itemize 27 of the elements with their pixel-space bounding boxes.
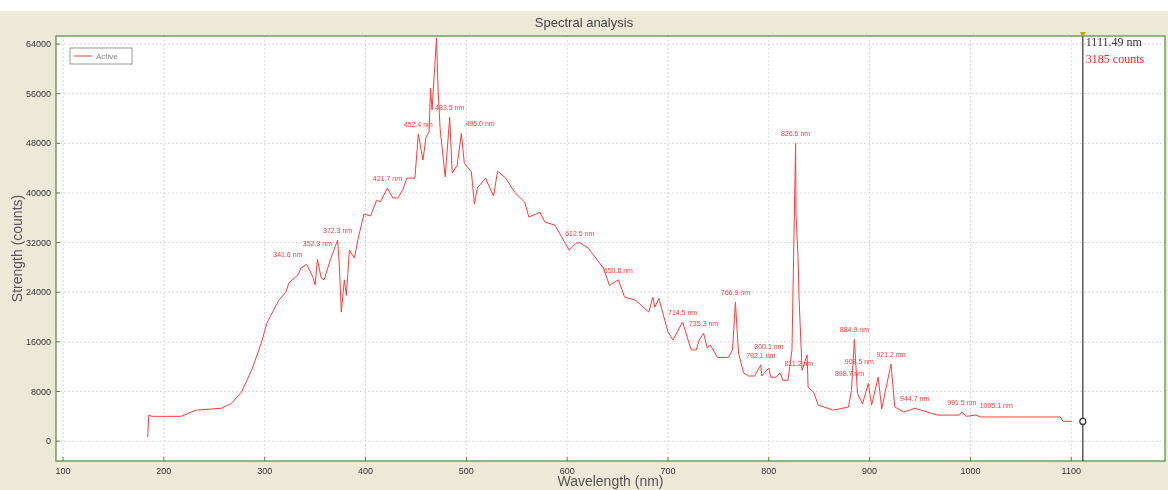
ref-line-label: 1111.49 nm — [1085, 35, 1143, 49]
y-tick-label: 32000 — [25, 237, 51, 248]
x-tick-label: 1000 — [960, 466, 981, 476]
x-tick-label: 400 — [358, 466, 374, 476]
x-tick-label: 1100 — [1061, 466, 1081, 476]
y-tick-label: 0 — [45, 436, 51, 447]
x-axis-title: Wavelength (nm) — [557, 473, 664, 489]
x-tick-label: 900 — [862, 466, 878, 476]
y-tick-label: 8000 — [30, 386, 51, 397]
legend-label: Active — [96, 52, 119, 61]
y-tick-label: 40000 — [25, 187, 51, 198]
x-tick-label: 100 — [55, 466, 71, 476]
x-tick-label: 300 — [257, 466, 273, 476]
y-tick-label: 56000 — [25, 88, 51, 99]
annotation: 3185 counts — [1085, 52, 1145, 66]
y-tick-label: 16000 — [25, 336, 51, 347]
chart-title: Spectral analysis — [534, 15, 634, 30]
x-tick-label: 500 — [458, 466, 474, 476]
x-tick-label: 800 — [761, 466, 777, 476]
x-tick-label: 200 — [156, 466, 172, 476]
x-tick-label: 700 — [660, 466, 676, 476]
y-tick-label: 64000 — [25, 39, 51, 50]
y-axis-title: Strength (counts) — [9, 194, 25, 303]
x-tick-label: 600 — [559, 466, 575, 476]
y-tick-label: 24000 — [25, 287, 51, 298]
line-series — [147, 37, 1072, 438]
y-tick-label: 48000 — [25, 138, 51, 149]
